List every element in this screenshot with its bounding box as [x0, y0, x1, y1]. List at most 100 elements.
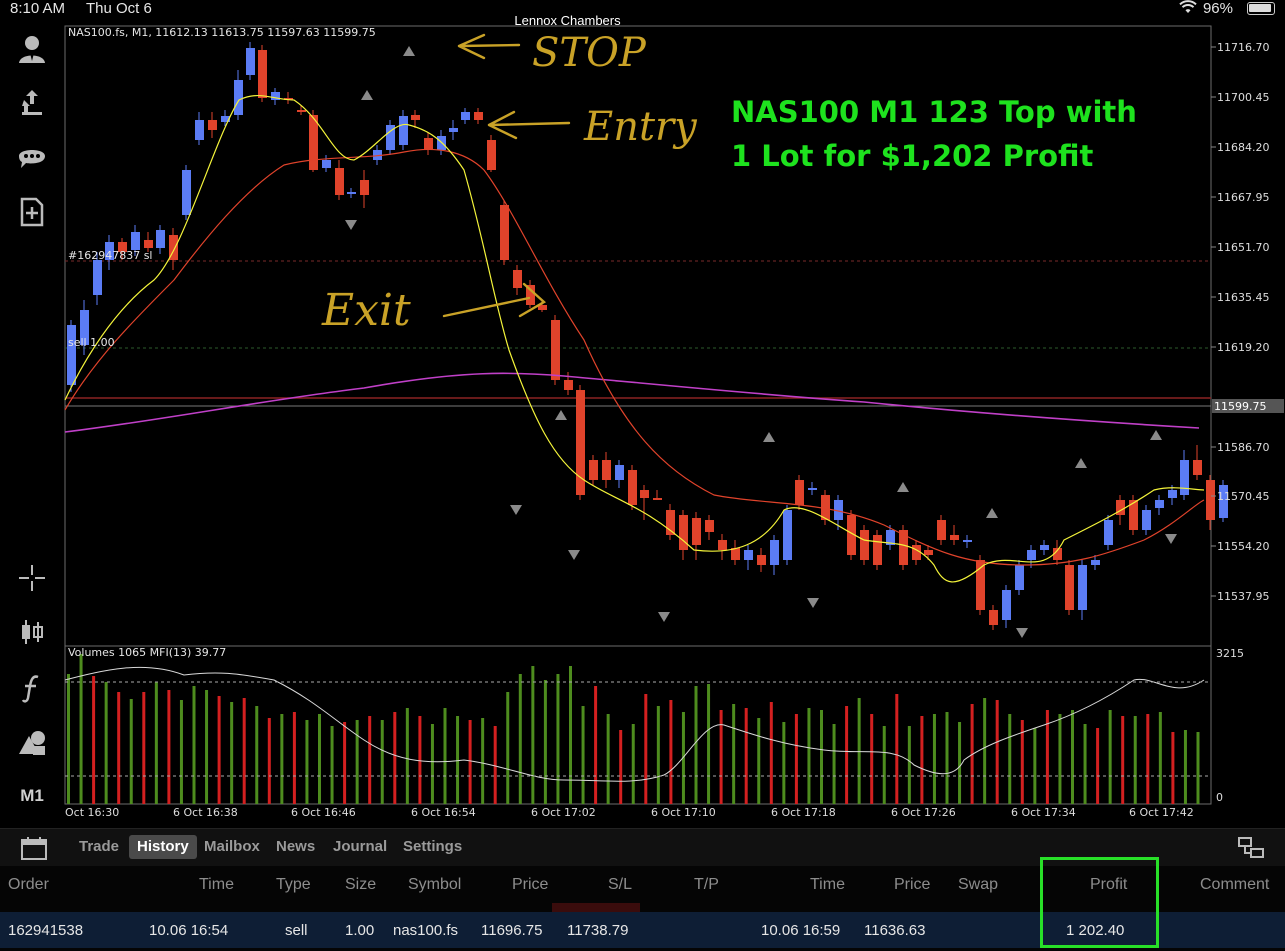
crosshair-icon[interactable]	[12, 558, 52, 598]
candle-body	[67, 325, 76, 385]
candle-body	[976, 560, 985, 610]
col-open-time[interactable]: Time	[199, 876, 234, 893]
tab-journal[interactable]: Journal	[333, 838, 388, 855]
volume-bar	[318, 714, 321, 804]
candle-body	[1040, 545, 1049, 550]
candle-body	[526, 285, 535, 305]
transfer-icon[interactable]	[12, 82, 52, 122]
candle-body	[399, 116, 408, 145]
volume-bar	[481, 718, 485, 804]
account-icon[interactable]	[12, 28, 52, 68]
volume-bar	[493, 726, 497, 804]
tab-trade[interactable]: Trade	[79, 838, 120, 855]
volume-bar	[945, 712, 949, 804]
candlestick-icon[interactable]	[12, 612, 52, 652]
candle-body	[169, 235, 178, 260]
candle-body	[487, 140, 496, 170]
volume-bar	[569, 666, 572, 804]
wifi-icon	[1179, 0, 1197, 17]
volume-bar	[167, 690, 171, 804]
cell-size: 1.00	[345, 922, 375, 939]
col-sl[interactable]: S/L	[608, 876, 633, 893]
indicator-icon[interactable]	[12, 668, 52, 708]
volume-bar	[995, 700, 999, 804]
candle-body	[1104, 520, 1113, 545]
time-tick-label: 6 Oct 16:46	[291, 806, 356, 819]
cell-sl: 11738.79	[567, 922, 629, 939]
volume-bar	[845, 706, 849, 804]
volume-bar	[794, 714, 798, 804]
col-type[interactable]: Type	[276, 876, 311, 893]
price-tick-label: 11667.95	[1217, 191, 1270, 204]
tab-history[interactable]: History	[129, 835, 197, 859]
col-tp[interactable]: T/P	[694, 876, 719, 893]
fractal-down-arrow	[1165, 534, 1177, 544]
time-tick-label: 6 Oct 16:38	[173, 806, 238, 819]
time-tick-label: 6 Oct 17:42	[1129, 806, 1194, 819]
cell-order: 162941538	[8, 922, 84, 939]
candle-body	[576, 390, 585, 495]
volume-bar	[443, 708, 447, 804]
calendar-icon[interactable]	[20, 835, 48, 861]
candle-body	[602, 460, 611, 480]
volume-bar	[305, 720, 309, 804]
status-time: 8:10 AM	[10, 0, 66, 17]
candle-body	[924, 550, 933, 555]
price-tick-label: 11635.45	[1217, 291, 1270, 304]
new-order-icon[interactable]	[12, 192, 52, 232]
volume-bar	[242, 698, 246, 804]
candle-body	[1142, 510, 1151, 530]
volume-bar	[619, 730, 623, 804]
candle-body	[258, 50, 267, 98]
candle-body	[131, 232, 140, 250]
tab-mailbox[interactable]: Mailbox	[204, 838, 260, 855]
exit-arrow	[442, 282, 547, 318]
volume-bar	[230, 702, 234, 804]
volume-bar	[1171, 732, 1175, 804]
col-symbol[interactable]: Symbol	[408, 876, 462, 893]
layout-icon[interactable]	[1237, 835, 1265, 861]
candle-body	[1193, 460, 1202, 475]
candle-body	[182, 170, 191, 215]
col-open-price[interactable]: Price	[512, 876, 549, 893]
volume-bar	[769, 702, 773, 804]
tab-settings[interactable]: Settings	[403, 838, 463, 855]
objects-icon[interactable]	[12, 722, 52, 762]
fractal-up-arrow	[897, 482, 909, 492]
candle-body	[564, 380, 573, 390]
chat-icon[interactable]	[12, 138, 52, 178]
left-toolbar: M1	[0, 20, 64, 828]
account-owner-name: Lennox Chambers	[514, 13, 621, 28]
volume-bar	[1008, 714, 1012, 804]
volume-bar	[292, 712, 296, 804]
price-chart[interactable]: STOP Entry Exit NAS100.fs, M1, 11612.13 …	[64, 20, 1285, 828]
volume-bar	[418, 716, 422, 804]
chart-area[interactable]: STOP Entry Exit NAS100.fs, M1, 11612.13 …	[64, 20, 1285, 828]
volume-bar	[217, 696, 221, 804]
fractal-up-arrow	[361, 90, 373, 100]
col-profit[interactable]: Profit	[1090, 876, 1128, 893]
cell-close-price: 11636.63	[864, 922, 926, 939]
tab-news[interactable]: News	[276, 838, 316, 855]
col-close-time[interactable]: Time	[810, 876, 845, 893]
col-order[interactable]: Order	[8, 876, 49, 893]
sl-marker	[552, 903, 640, 912]
candle-body	[860, 530, 869, 560]
battery-icon	[1247, 2, 1275, 15]
col-comment[interactable]: Comment	[1200, 876, 1270, 893]
col-size[interactable]: Size	[345, 876, 377, 893]
volume-bar	[192, 686, 196, 804]
table-row[interactable]: 162941538 10.06 16:54 sell 1.00 nas100.f…	[0, 912, 1285, 948]
volume-bar	[543, 680, 547, 804]
timeframe-selector[interactable]: M1	[20, 786, 44, 805]
volume-bar	[343, 722, 347, 804]
volume-bar	[267, 718, 271, 804]
col-swap[interactable]: Swap	[958, 876, 999, 893]
volume-bar	[1096, 728, 1100, 804]
candle-body	[757, 555, 766, 565]
candle-body	[118, 242, 127, 252]
col-close-price[interactable]: Price	[894, 876, 931, 893]
volume-bar	[1083, 724, 1087, 804]
price-tick-label: 11684.20	[1217, 141, 1270, 154]
profit-highlight-box	[1040, 857, 1159, 948]
